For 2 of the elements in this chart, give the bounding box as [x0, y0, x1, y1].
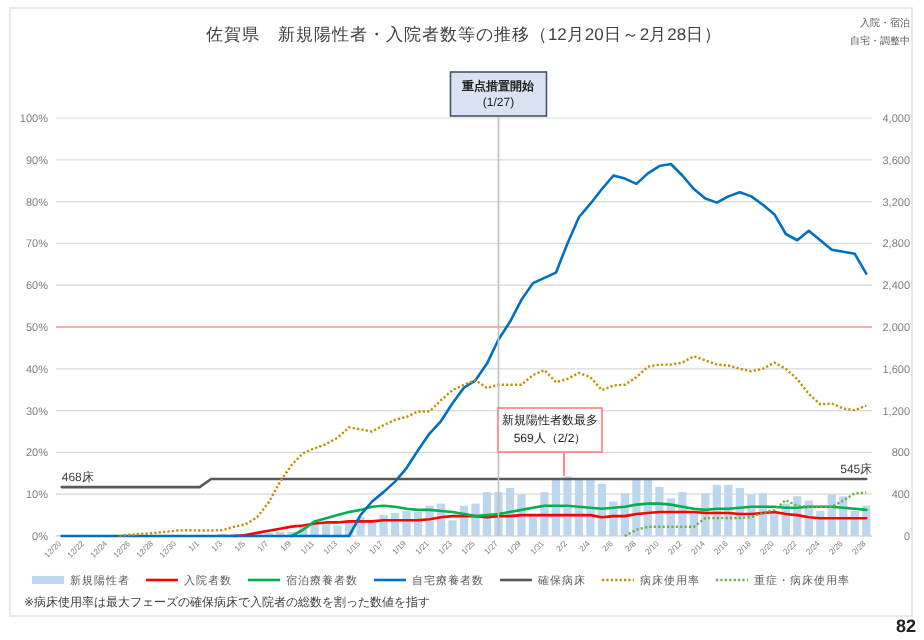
chart-title: 佐賀県 新規陽性者・入院者数等の推移（12月20日～2月28日） — [205, 24, 723, 44]
text: 82 — [895, 616, 916, 636]
